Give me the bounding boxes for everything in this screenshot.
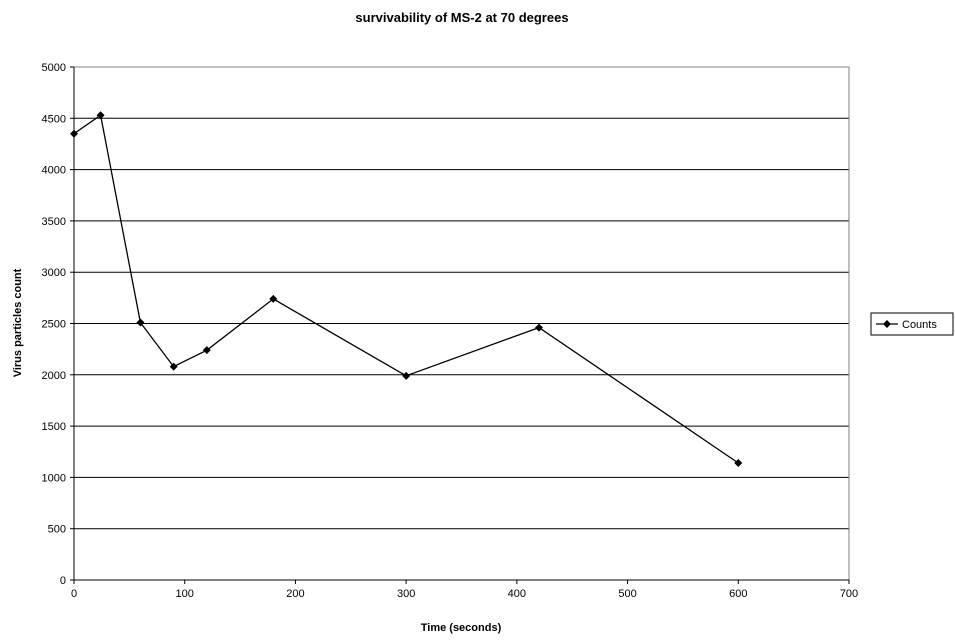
y-tick-label: 1500: [42, 421, 66, 433]
y-axis-label: Virus particles count: [12, 268, 24, 377]
y-tick-label: 4500: [42, 113, 66, 125]
y-tick-label: 4000: [42, 165, 66, 177]
y-axis-ticks: 0 500 1000 1500 2000 2500 3000 3500 4000 4500 5000: [42, 62, 74, 587]
legend: Counts: [870, 312, 954, 336]
series-line-counts: [73, 114, 739, 464]
y-tick-label: 5000: [42, 62, 66, 74]
x-axis-ticks: 0 100 200 300 400 500 600 700: [71, 580, 858, 600]
chart-title: survivability of MS-2 at 70 degrees: [355, 10, 568, 25]
y-tick-label: 3000: [42, 267, 66, 279]
data-point: [402, 371, 411, 380]
y-tick-label: 2500: [42, 319, 66, 331]
x-tick-label: 200: [286, 588, 304, 600]
x-tick-label: 500: [618, 588, 636, 600]
y-tick-label: 1000: [42, 472, 66, 484]
y-tick-label: 500: [48, 524, 66, 536]
legend-box: [870, 312, 954, 336]
data-point: [70, 129, 78, 138]
data-point: [202, 346, 211, 355]
y-tick-label: 0: [60, 575, 66, 587]
data-point: [269, 294, 278, 303]
data-point: [96, 111, 105, 120]
legend-swatch-marker: [883, 320, 891, 328]
x-tick-label: 0: [71, 588, 77, 600]
x-tick-label: 700: [840, 588, 858, 600]
data-point: [535, 323, 543, 332]
data-point: [734, 459, 743, 468]
series-group: [70, 111, 743, 468]
x-tick-label: 300: [397, 588, 415, 600]
data-point: [136, 318, 145, 327]
y-tick-label: 2000: [42, 370, 66, 382]
data-point: [169, 362, 178, 371]
x-tick-label: 400: [508, 588, 526, 600]
legend-label: Counts: [902, 319, 937, 331]
x-axis-label: Time (seconds): [421, 622, 502, 634]
x-tick-label: 100: [176, 588, 194, 600]
y-tick-label: 3500: [42, 216, 66, 228]
x-tick-label: 600: [729, 588, 747, 600]
